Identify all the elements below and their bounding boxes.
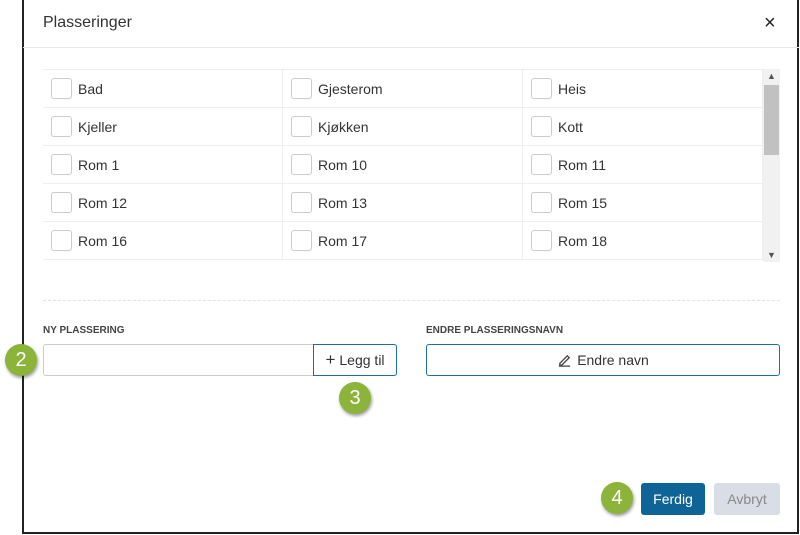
location-checkbox[interactable] — [531, 154, 552, 175]
location-label: Rom 17 — [318, 232, 368, 249]
location-label: Kott — [558, 118, 583, 135]
location-checkbox[interactable] — [291, 78, 312, 99]
new-location-input[interactable] — [43, 344, 314, 376]
location-checkbox[interactable] — [531, 230, 552, 251]
location-item[interactable]: Rom 1 — [43, 146, 283, 183]
location-label: Rom 11 — [558, 156, 606, 173]
location-item[interactable]: Kjeller — [43, 108, 283, 145]
edit-icon — [559, 354, 571, 367]
location-label: Bad — [78, 80, 103, 97]
location-label: Heis — [558, 80, 587, 97]
location-item[interactable]: Rom 11 — [523, 146, 763, 183]
location-item[interactable]: Rom 15 — [523, 184, 763, 221]
location-item[interactable]: Rom 18 — [523, 222, 763, 259]
location-label: Kjeller — [78, 118, 117, 135]
location-item[interactable]: Bad — [43, 70, 283, 107]
location-label: Rom 13 — [318, 194, 368, 211]
location-checkbox[interactable] — [531, 192, 552, 213]
header-divider — [23, 47, 799, 48]
callout-badge: 2 — [5, 344, 37, 376]
location-item[interactable]: Gjesterom — [283, 70, 523, 107]
scrollbar-thumb[interactable] — [764, 85, 779, 155]
plus-icon: + — [325, 350, 336, 369]
location-checkbox[interactable] — [51, 116, 72, 137]
location-row: Kjeller Kjøkken Kott — [43, 108, 763, 146]
dialog-title: Plasseringer — [43, 14, 132, 31]
location-item[interactable]: Rom 17 — [283, 222, 523, 259]
rename-button[interactable]: Endre navn — [426, 344, 780, 376]
rename-label: ENDRE PLASSERINGSNAVN — [426, 325, 564, 336]
location-checkbox[interactable] — [291, 230, 312, 251]
location-label: Rom 16 — [78, 232, 128, 249]
location-row: Rom 1 Rom 10 Rom 11 — [43, 146, 763, 184]
done-button[interactable]: Ferdig — [641, 483, 705, 515]
location-item[interactable]: Rom 16 — [43, 222, 283, 259]
location-label: Rom 12 — [78, 194, 128, 211]
location-label: Kjøkken — [318, 118, 369, 135]
location-checkbox[interactable] — [291, 116, 312, 137]
cancel-button[interactable]: Avbryt — [714, 483, 780, 515]
location-label: Rom 15 — [558, 194, 608, 211]
location-item[interactable]: Rom 13 — [283, 184, 523, 221]
new-location-label: NY PLASSERING — [43, 325, 125, 336]
location-checkbox[interactable] — [51, 230, 72, 251]
locations-dialog — [22, 0, 799, 534]
location-checkbox[interactable] — [531, 116, 552, 137]
section-divider — [43, 300, 780, 301]
callout-badge: 4 — [601, 482, 633, 514]
location-checkbox[interactable] — [51, 78, 72, 99]
location-checkbox[interactable] — [531, 78, 552, 99]
location-label: Gjesterom — [318, 80, 383, 97]
location-checkbox[interactable] — [291, 154, 312, 175]
add-button-label: Legg til — [339, 352, 385, 368]
location-item[interactable]: Rom 10 — [283, 146, 523, 183]
location-item[interactable]: Heis — [523, 70, 763, 107]
location-row: Bad Gjesterom Heis — [43, 70, 763, 108]
location-item[interactable]: Kott — [523, 108, 763, 145]
scroll-down-icon[interactable]: ▼ — [767, 250, 776, 260]
location-label: Rom 18 — [558, 232, 608, 249]
location-label: Rom 10 — [318, 156, 368, 173]
location-item[interactable]: Kjøkken — [283, 108, 523, 145]
scroll-up-icon[interactable]: ▲ — [767, 71, 776, 81]
callout-badge: 3 — [339, 382, 371, 414]
location-row: Rom 12 Rom 13 Rom 15 — [43, 184, 763, 222]
location-checkbox[interactable] — [51, 154, 72, 175]
location-checkbox[interactable] — [291, 192, 312, 213]
scrollbar[interactable]: ▲ ▼ — [763, 69, 780, 262]
add-button[interactable]: + Legg til — [313, 344, 397, 376]
location-item[interactable]: Rom 12 — [43, 184, 283, 221]
close-icon[interactable]: × — [764, 12, 776, 34]
rename-button-label: Endre navn — [577, 352, 649, 368]
location-checkbox[interactable] — [51, 192, 72, 213]
location-label: Rom 1 — [78, 156, 120, 173]
location-row: Rom 16 Rom 17 Rom 18 — [43, 222, 763, 260]
